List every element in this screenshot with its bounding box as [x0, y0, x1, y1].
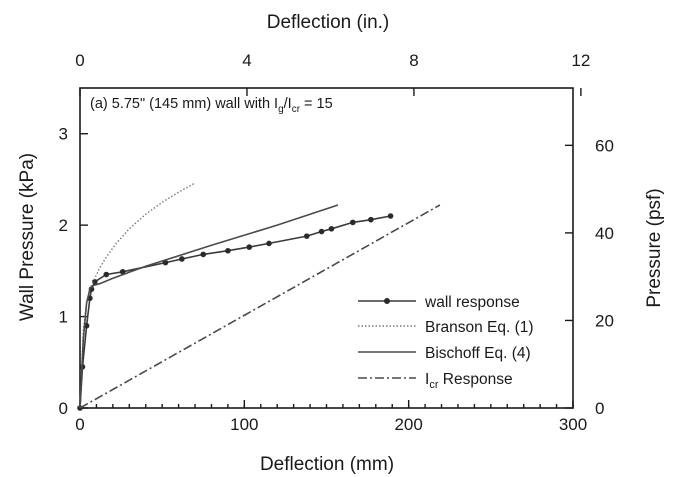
- series-line-bischoff: [79, 204, 339, 409]
- y-axis-title-left: Wall Pressure (kPa): [17, 153, 38, 321]
- legend-marker-wall-response: [384, 298, 390, 304]
- data-point-wall-response: [200, 251, 207, 258]
- annotation-tail: = 15: [300, 96, 333, 112]
- annotation-mid: /I: [284, 96, 292, 112]
- data-point-wall-response: [349, 219, 356, 226]
- y-tick-label-right: 40: [595, 224, 614, 243]
- data-point-wall-response: [266, 240, 272, 247]
- series-line-wall-response: [79, 215, 391, 409]
- legend-label-branson: Branson Eq. (1): [425, 319, 534, 336]
- series-line-branson: [79, 182, 196, 409]
- legend-label-wall-response: wall response: [424, 294, 520, 311]
- data-point-wall-response: [368, 216, 374, 223]
- legend-label-bischoff: Bischoff Eq. (4): [425, 345, 531, 362]
- x-axis-title-top: Deflection (in.): [267, 12, 390, 33]
- x-tick-label-bottom: 0: [75, 415, 84, 434]
- data-point-wall-response: [91, 279, 98, 285]
- data-point-wall-response: [303, 233, 310, 239]
- y-tick-label-right: 20: [595, 311, 614, 330]
- legend-label-icr-tail: Response: [438, 371, 512, 388]
- y-tick-label-right: 60: [595, 136, 614, 155]
- data-point-wall-response: [103, 271, 110, 278]
- y-tick-label-left: 1: [59, 308, 68, 327]
- y-tick-label-right: 0: [595, 399, 604, 418]
- legend: wall response Branson Eq. (1) Bischoff E…: [358, 294, 534, 391]
- x-tick-label-top: 12: [571, 51, 590, 70]
- x-tick-label-bottom: 200: [394, 415, 422, 434]
- x-tick-label-top: 8: [409, 51, 418, 70]
- data-point-wall-response: [387, 213, 394, 219]
- y-axis-title-right: Pressure (psf): [644, 188, 665, 307]
- chart-annotation: (a) 5.75" (145 mm) wall with Ig/Icr = 15: [90, 96, 333, 115]
- x-axis-title-bottom: Deflection (mm): [260, 454, 394, 475]
- series-layer: [77, 182, 441, 411]
- axis-ticks: [79, 88, 582, 409]
- y-tick-label-left: 0: [59, 399, 68, 418]
- data-point-wall-response: [246, 244, 253, 250]
- annotation-sub-cr: cr: [292, 104, 301, 115]
- y-tick-label-left: 3: [59, 125, 68, 144]
- data-point-wall-response: [179, 256, 185, 262]
- legend-label-icr-sub: cr: [429, 379, 439, 391]
- legend-label-icr-main: I: [425, 371, 429, 388]
- x-tick-label-top: 4: [242, 51, 251, 70]
- x-tick-label-top: 0: [75, 51, 84, 70]
- y-tick-label-left: 2: [59, 216, 68, 235]
- x-tick-label-bottom: 100: [230, 415, 258, 434]
- data-point-wall-response: [225, 247, 231, 254]
- data-point-wall-response: [318, 228, 325, 235]
- series-line-icr: [79, 204, 441, 409]
- legend-label-icr: Icr Response: [425, 371, 513, 391]
- annotation-sub-g: g: [278, 104, 284, 115]
- annotation-main: (a) 5.75" (145 mm) wall with I: [90, 96, 278, 112]
- data-point-wall-response: [328, 226, 335, 232]
- data-point-wall-response: [119, 268, 126, 275]
- x-tick-label-bottom: 300: [559, 415, 587, 434]
